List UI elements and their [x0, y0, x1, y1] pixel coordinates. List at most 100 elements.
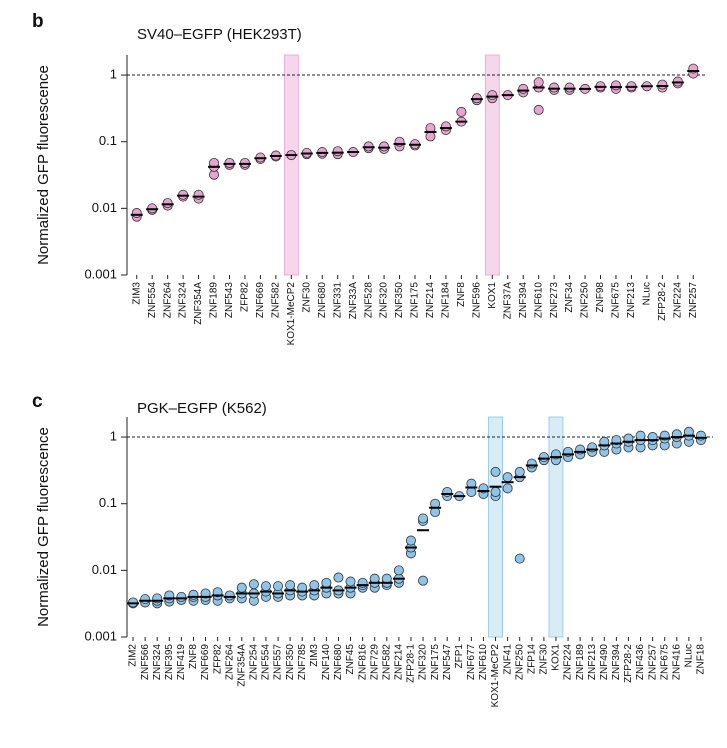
x-tick-label: KOX1: [487, 282, 498, 309]
y-tick-label: 0.1: [99, 133, 117, 148]
x-tick-label: ZNF320: [379, 282, 390, 319]
x-tick-label: ZNF394: [518, 282, 529, 319]
panel-letter: c: [32, 391, 43, 412]
x-tick-label: ZNF324: [178, 282, 189, 319]
x-tick-label: ZNF140: [321, 644, 332, 681]
x-tick-label: ZNF189: [575, 644, 586, 681]
dot: [549, 82, 560, 93]
x-tick-label: ZIM3: [309, 644, 320, 667]
x-tick-label: ZFP14: [526, 644, 537, 674]
x-tick-label: ZNF547: [442, 644, 453, 681]
x-tick-label: ZNF554: [147, 282, 158, 319]
dot: [273, 581, 284, 592]
x-tick-label: ZNF264: [224, 644, 235, 681]
x-tick-label: ZNF680: [333, 644, 344, 681]
dot: [514, 553, 525, 564]
dot: [564, 82, 575, 93]
x-tick-label: ZNF224: [563, 644, 574, 681]
y-axis-label: Normalized GFP fluorescence: [35, 65, 52, 265]
x-tick-label: ZNF680: [317, 282, 328, 319]
x-tick-label: ZNF254: [249, 644, 260, 681]
dot: [200, 588, 211, 599]
dot: [490, 466, 501, 477]
x-tick-label: ZNF419: [176, 644, 187, 681]
x-tick-label: ZIM2: [128, 644, 139, 667]
dot: [285, 580, 296, 591]
dot: [611, 435, 622, 446]
dot: [418, 575, 429, 586]
dot: [405, 535, 416, 546]
x-tick-label: ZNF785: [297, 644, 308, 681]
x-tick-label: ZNF257: [647, 644, 658, 681]
x-tick-label: ZIM3: [131, 282, 142, 305]
x-tick-label: ZNF98: [595, 282, 606, 313]
x-tick-label: ZNF610: [533, 282, 544, 319]
x-tick-label: ZNF669: [200, 644, 211, 681]
x-tick-label: ZNF416: [671, 644, 682, 681]
dot: [193, 189, 204, 200]
x-tick-label: KOX1-MeCP2: [286, 282, 297, 346]
x-tick-label: ZNF41: [502, 644, 513, 675]
x-tick-label: ZFP82: [212, 644, 223, 674]
highlight-band: [488, 416, 503, 638]
x-tick-label: NLuc: [642, 282, 653, 305]
dot: [526, 458, 537, 469]
dot: [224, 590, 235, 601]
x-tick-label: ZNF610: [478, 644, 489, 681]
dot: [425, 131, 436, 142]
x-tick-label: NLuc: [684, 644, 695, 667]
x-tick-label: ZNF596: [471, 282, 482, 319]
highlight-band: [484, 54, 500, 276]
x-tick-label: ZNF354A: [236, 644, 247, 687]
x-tick-label: ZNF250: [580, 282, 591, 319]
dot: [466, 486, 477, 497]
x-tick-label: ZNF273: [549, 282, 560, 319]
x-tick-label: ZNF224: [672, 282, 683, 319]
dot: [490, 486, 501, 497]
x-tick-label: ZNF436: [635, 644, 646, 681]
y-tick-label: 0.001: [84, 266, 117, 281]
dot: [140, 594, 151, 605]
dot: [533, 77, 544, 88]
x-tick-label: ZNF582: [381, 644, 392, 681]
x-tick-label: ZNF257: [688, 282, 699, 319]
dot: [248, 579, 259, 590]
x-tick-label: ZNF18: [696, 644, 707, 675]
x-tick-label: ZFP28-2: [623, 644, 634, 683]
x-tick-label: ZNF264: [162, 282, 173, 319]
x-tick-label: ZNF331: [332, 282, 343, 319]
panel-letter: b: [32, 11, 44, 32]
x-tick-label: KOX1-MeCP2: [490, 644, 501, 708]
dot: [695, 430, 706, 441]
x-tick-label: ZNF675: [611, 282, 622, 319]
x-tick-label: ZNF30: [301, 282, 312, 313]
x-tick-label: ZNF528: [363, 282, 374, 319]
x-tick-label: ZFP28-1: [406, 644, 417, 683]
x-tick-label: ZNF213: [587, 644, 598, 681]
x-tick-label: ZNF554: [261, 644, 272, 681]
dot: [321, 577, 332, 588]
y-tick-label: 1: [110, 66, 117, 81]
dot: [610, 80, 621, 91]
dot: [502, 483, 513, 494]
x-tick-label: ZNF675: [659, 644, 670, 681]
dot: [442, 486, 453, 497]
x-tick-label: ZNF214: [425, 282, 436, 319]
dot: [236, 582, 247, 593]
x-tick-label: ZNF350: [394, 282, 405, 319]
y-tick-label: 0.01: [92, 562, 117, 577]
dot: [260, 581, 271, 592]
dot: [418, 513, 429, 524]
dot: [309, 580, 320, 591]
x-tick-label: ZNF354A: [193, 282, 204, 325]
highlight-band: [283, 54, 299, 276]
y-tick-label: 0.001: [84, 628, 117, 643]
dot: [518, 83, 529, 94]
dot: [131, 208, 142, 219]
x-tick-label: KOX1: [551, 644, 562, 671]
dot: [430, 507, 441, 518]
dot: [332, 146, 343, 157]
x-tick-label: ZNF214: [394, 644, 405, 681]
x-tick-label: ZNF320: [418, 644, 429, 681]
x-tick-label: ZNF175: [410, 282, 421, 319]
